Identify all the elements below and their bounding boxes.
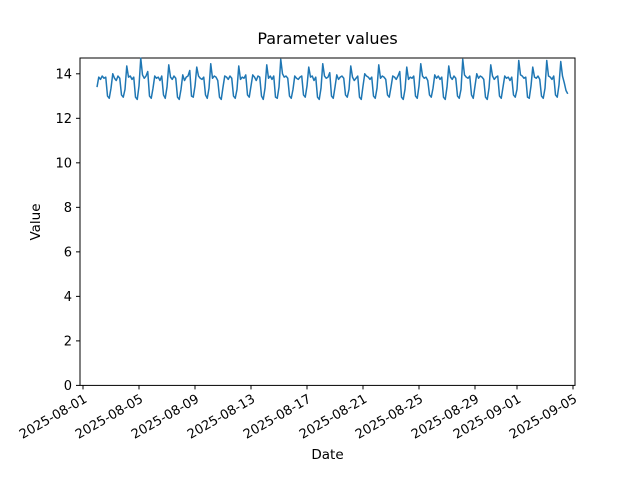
chart-title: Parameter values	[257, 29, 398, 48]
y-axis-label-text: Value	[28, 203, 44, 241]
y-tick-label: 10	[55, 156, 72, 171]
axes-frame	[79, 57, 576, 386]
y-tick-label: 8	[64, 201, 72, 216]
y-tick-label: 12	[55, 112, 72, 127]
y-tick-label: 6	[64, 245, 72, 260]
parameter-series-line	[96, 57, 569, 101]
y-tick-label: 2	[64, 334, 72, 349]
y-tick-label: 14	[55, 67, 72, 82]
y-tick-label: 0	[64, 379, 72, 394]
x-axis-label: Date	[311, 447, 344, 463]
y-tick-label: 4	[64, 290, 72, 305]
